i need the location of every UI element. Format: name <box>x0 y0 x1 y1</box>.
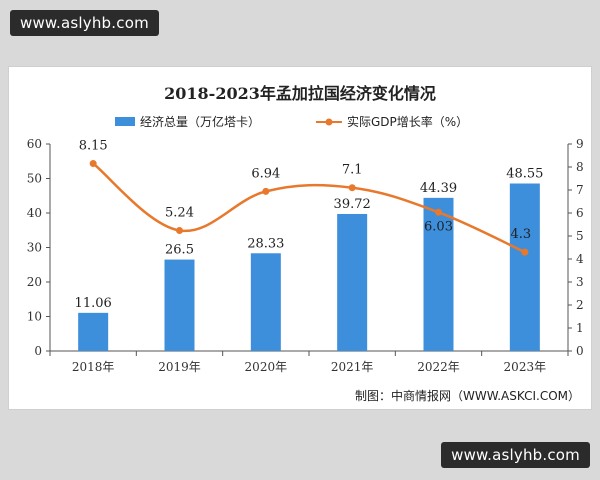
chart-title: 2018-2023年孟加拉国经济变化情况 <box>164 84 436 103</box>
bars <box>78 183 540 351</box>
bar <box>78 312 109 351</box>
growth-line <box>89 160 529 256</box>
y-left-tick-label: 40 <box>27 206 42 220</box>
legend-bar-label: 经济总量（万亿塔卡） <box>140 114 260 129</box>
watermark-top: www.aslyhb.com <box>10 10 159 36</box>
growth-line-path <box>92 162 526 254</box>
y-left-tick-label: 20 <box>27 275 42 289</box>
y-left-tick-label: 30 <box>27 241 42 255</box>
bar-value-label: 26.5 <box>165 243 194 258</box>
y-right-tick-label: 8 <box>576 160 584 174</box>
y-right-tick-label: 6 <box>576 206 584 220</box>
bar-value-label: 39.72 <box>334 197 371 212</box>
bar <box>337 213 368 351</box>
growth-point <box>176 226 183 234</box>
x-tick-label: 2023年 <box>504 360 547 374</box>
bar <box>164 259 195 351</box>
growth-value-label: 6.94 <box>251 166 280 181</box>
y-right-tick-label: 4 <box>576 252 584 266</box>
growth-point <box>435 208 442 216</box>
axes: 0 10 20 30 40 50 60 0 1 2 3 4 5 6 7 8 9 2018年 2019年 2020年 20… <box>27 137 584 374</box>
growth-point <box>521 248 529 256</box>
x-tick-label: 2018年 <box>72 360 115 374</box>
x-tick-label: 2020年 <box>245 360 288 374</box>
legend-bar-swatch <box>115 117 135 126</box>
growth-value-label: 5.24 <box>165 205 194 220</box>
y-right-tick-label: 3 <box>576 275 584 289</box>
growth-value-label: 8.15 <box>79 139 108 154</box>
x-tick-label: 2021年 <box>331 360 374 374</box>
growth-value-label: 6.03 <box>424 219 453 234</box>
bar-value-label: 28.33 <box>247 236 284 251</box>
bar-value-label: 11.06 <box>75 296 112 311</box>
x-tick-label: 2022年 <box>417 360 460 374</box>
y-left-tick-label: 60 <box>27 137 42 151</box>
y-right-tick-label: 5 <box>576 229 584 243</box>
source-note: 制图：中商情报网（WWW.ASKCI.COM） <box>355 388 580 403</box>
bar <box>509 183 540 351</box>
legend-line-marker <box>325 118 333 126</box>
bar-value-label: 44.39 <box>420 181 457 196</box>
y-left-tick-label: 0 <box>34 344 42 358</box>
y-left-tick-label: 50 <box>27 172 42 186</box>
watermark-bottom: www.aslyhb.com <box>441 442 590 468</box>
growth-value-label: 4.3 <box>510 227 531 242</box>
y-right-tick-label: 9 <box>576 137 584 151</box>
growth-point <box>262 187 270 195</box>
y-right-tick-label: 2 <box>576 298 584 312</box>
data-labels: 11.06 26.5 28.33 39.72 44.39 48.55 8.15 5.24 6.9… <box>75 139 544 311</box>
y-right-tick-label: 7 <box>576 183 584 197</box>
bar <box>423 197 454 351</box>
bar-value-label: 48.55 <box>506 167 543 182</box>
x-tick-label: 2019年 <box>158 360 201 374</box>
legend-line-label: 实际GDP增长率（%） <box>347 114 468 129</box>
bar <box>250 253 281 351</box>
growth-point <box>348 184 356 192</box>
growth-point <box>89 160 97 168</box>
y-right-tick-label: 0 <box>576 344 584 358</box>
y-left-tick-label: 10 <box>27 310 42 324</box>
y-right-tick-label: 1 <box>576 321 584 335</box>
legend: 经济总量（万亿塔卡） 实际GDP增长率（%） <box>115 114 468 129</box>
growth-value-label: 7.1 <box>342 163 363 178</box>
